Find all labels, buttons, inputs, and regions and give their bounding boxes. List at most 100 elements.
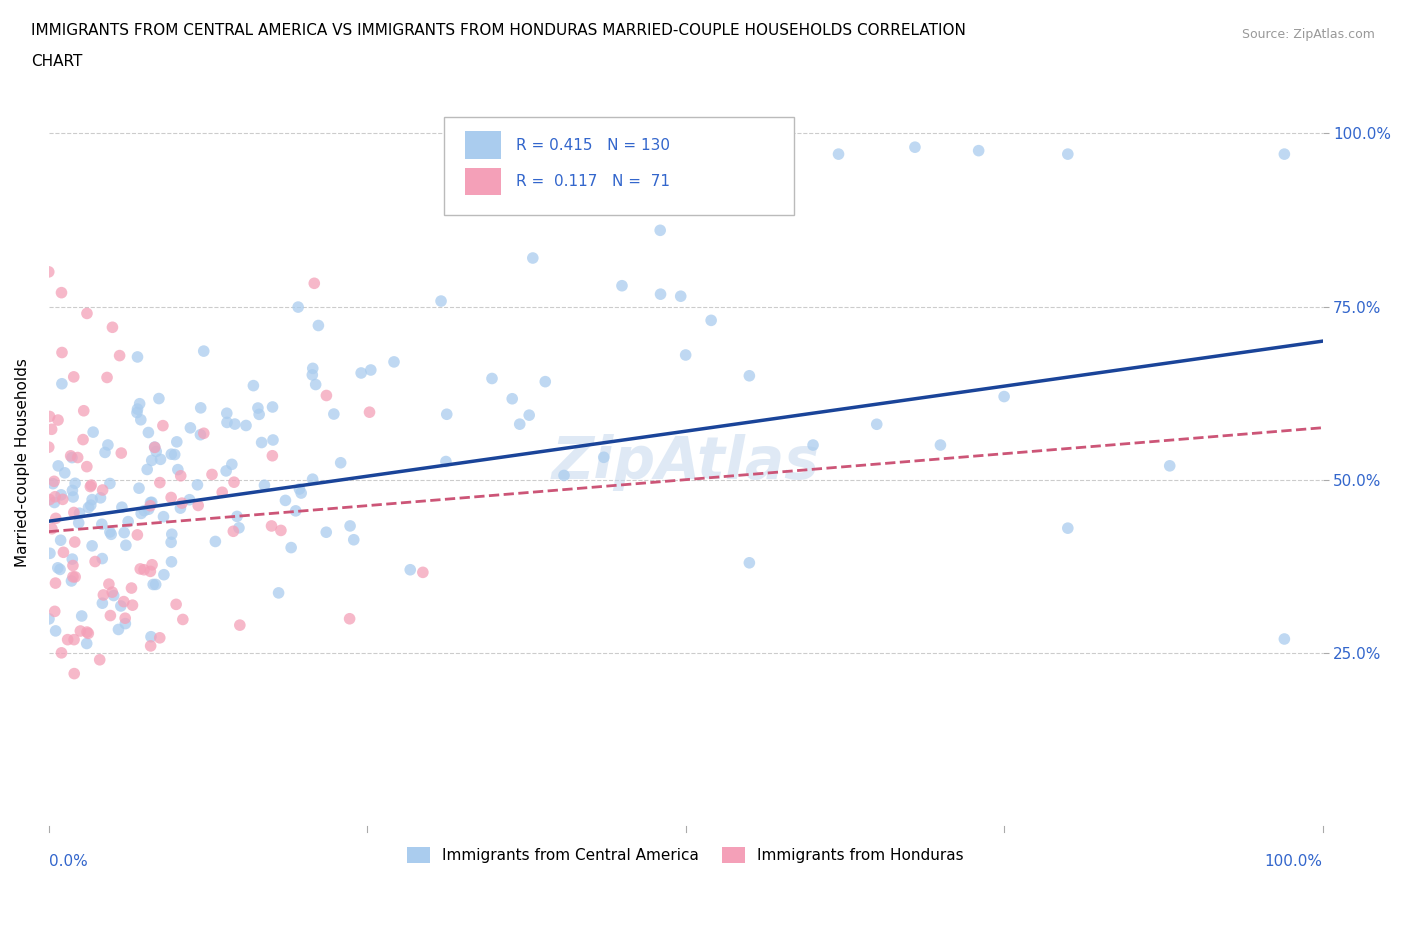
Point [49, 487, 72, 502]
Point [138, 425, 160, 440]
Point [149, 475, 172, 490]
Point [204, 534, 226, 549]
Bar [465, 131, 501, 159]
Point [1272, 147, 1295, 162]
Point [70, 608, 93, 623]
Point [107, 622, 129, 637]
Point [553, 468, 575, 483]
Point [73, 404, 96, 418]
Text: 0.0%: 0.0% [49, 854, 87, 869]
Point [45, 623, 67, 638]
Point [63, 632, 86, 647]
Point [80, 478, 103, 493]
Point [128, 481, 150, 496]
Point [1159, 458, 1181, 473]
Point [534, 374, 557, 389]
Point [101, 320, 124, 335]
Point [517, 407, 540, 422]
Point [501, 392, 523, 406]
Point [139, 498, 162, 513]
Point [112, 525, 135, 540]
Point [1056, 147, 1078, 162]
Point [201, 467, 224, 482]
Point [101, 585, 124, 600]
Point [125, 405, 148, 420]
Point [76, 625, 98, 640]
Point [193, 344, 215, 359]
Point [62, 489, 84, 504]
Point [62, 558, 84, 573]
Point [141, 557, 163, 572]
Point [153, 567, 176, 582]
Point [149, 452, 172, 467]
Point [41, 422, 63, 437]
Point [160, 535, 183, 550]
Point [148, 392, 170, 406]
Point [63, 569, 86, 584]
Point [38, 492, 60, 507]
Point [108, 348, 131, 363]
Point [51, 377, 73, 392]
Point [84, 554, 107, 569]
Point [91, 483, 114, 498]
Point [967, 143, 990, 158]
Point [280, 540, 302, 555]
Point [94, 445, 117, 459]
Point [284, 503, 307, 518]
Point [160, 554, 183, 569]
Point [262, 448, 284, 463]
Bar [465, 167, 501, 195]
Point [115, 538, 138, 552]
Point [929, 438, 952, 453]
Point [167, 462, 190, 477]
Point [56, 632, 79, 647]
Point [434, 454, 457, 469]
Point [187, 498, 209, 512]
Text: CHART: CHART [31, 54, 83, 69]
Point [304, 276, 326, 291]
Point [382, 354, 405, 369]
Point [253, 478, 276, 493]
Point [60, 574, 83, 589]
Point [134, 503, 156, 518]
Point [42, 474, 65, 489]
Point [62, 369, 84, 384]
Point [160, 526, 183, 541]
Point [76, 459, 98, 474]
Point [44, 489, 66, 504]
Point [359, 405, 381, 419]
Point [63, 666, 86, 681]
Point [127, 350, 149, 365]
Point [69, 506, 91, 521]
Point [669, 289, 692, 304]
Point [430, 294, 453, 309]
Point [436, 406, 458, 421]
Point [738, 555, 761, 570]
Point [100, 608, 122, 623]
Point [82, 492, 104, 507]
Point [738, 368, 761, 383]
Point [77, 626, 100, 641]
Point [39, 546, 62, 561]
Point [111, 499, 134, 514]
Point [160, 446, 183, 461]
Point [801, 438, 824, 453]
Point [51, 345, 73, 360]
Point [98, 476, 121, 491]
Point [38, 264, 60, 279]
Point [186, 477, 208, 492]
Point [82, 538, 104, 553]
Point [412, 565, 434, 579]
Point [592, 450, 614, 465]
Point [993, 389, 1015, 404]
Point [121, 580, 143, 595]
Point [63, 535, 86, 550]
Point [91, 551, 114, 566]
Point [301, 367, 323, 382]
Point [51, 645, 73, 660]
Point [160, 490, 183, 505]
Point [67, 515, 90, 530]
Point [675, 348, 697, 363]
Point [288, 482, 311, 497]
Point [89, 652, 111, 667]
